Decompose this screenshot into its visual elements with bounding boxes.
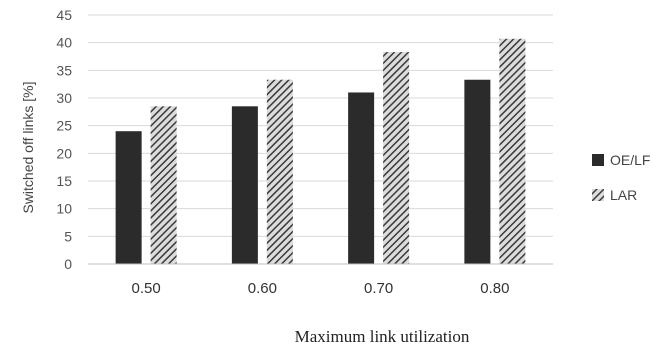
y-tick-label: 5 xyxy=(64,228,72,244)
y-tick-label: 25 xyxy=(56,118,72,134)
y-axis-ticks: 0 5 10 15 20 25 30 35 40 45 xyxy=(56,7,72,272)
bar-lar xyxy=(150,106,177,264)
x-tick-label: 0.80 xyxy=(480,280,509,297)
bar-oe-lf xyxy=(115,131,142,264)
y-tick-label: 15 xyxy=(56,173,72,189)
y-tick-label: 40 xyxy=(56,35,72,51)
x-axis-label: Maximum link utilization xyxy=(295,327,470,346)
y-tick-label: 10 xyxy=(56,201,72,217)
legend: OE/LF LAR xyxy=(592,152,650,203)
bar-lar xyxy=(499,38,526,264)
legend-swatch xyxy=(592,154,604,166)
legend-label: OE/LF xyxy=(610,152,650,168)
y-tick-label: 30 xyxy=(56,90,72,106)
y-tick-label: 0 xyxy=(64,256,72,272)
bar-lar xyxy=(383,52,410,264)
y-tick-label: 45 xyxy=(56,7,72,23)
bar-oe-lf xyxy=(464,79,491,265)
bar-oe-lf xyxy=(231,106,258,264)
y-axis-label: Switched off links [%] xyxy=(20,81,36,213)
x-tick-label: 0.60 xyxy=(248,280,277,297)
y-tick-label: 35 xyxy=(56,62,72,78)
x-tick-label: 0.50 xyxy=(132,280,161,297)
x-tick-label: 0.70 xyxy=(364,280,393,297)
y-tick-label: 20 xyxy=(56,145,72,161)
bar-lar xyxy=(266,79,293,265)
legend-label: LAR xyxy=(610,187,637,203)
legend-swatch xyxy=(592,189,604,201)
x-axis-ticks: 0.50 0.60 0.70 0.80 xyxy=(132,280,510,297)
bar-oe-lf xyxy=(348,92,375,264)
bars xyxy=(115,38,526,265)
